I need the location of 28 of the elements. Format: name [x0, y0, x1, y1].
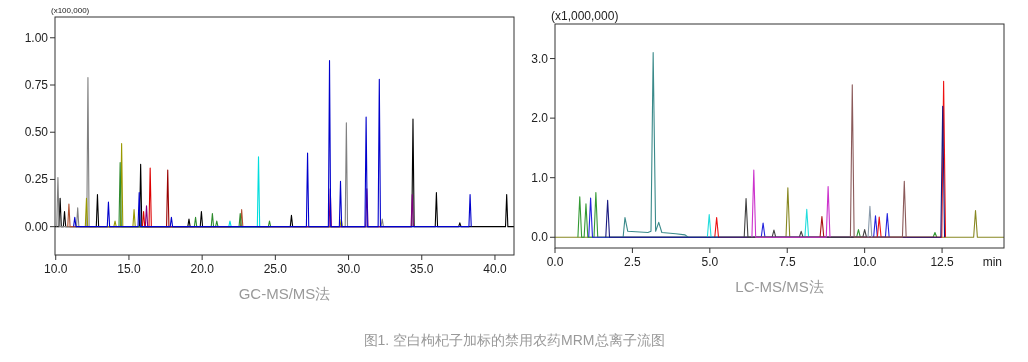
- text: min: [982, 255, 1002, 269]
- y-tick-label: 3.0: [531, 51, 549, 66]
- y-axis-title: (x1,000,000): [551, 9, 619, 23]
- y-tick-label: 1.00: [24, 30, 49, 45]
- y-tick-label: 0.75: [24, 78, 49, 92]
- y-tick-label: 0.00: [24, 219, 49, 234]
- y-tick-label: 0.0: [531, 230, 549, 245]
- x-tick-label: 30.0: [336, 262, 361, 276]
- y-tick-label: 1.0: [531, 170, 549, 185]
- y-tick-label: 0.50: [24, 125, 49, 140]
- x-tick-label: 12.5: [930, 255, 955, 269]
- x-axis-title: LC-MS/MS法: [735, 278, 824, 295]
- y-axis-title: (x100,000): [51, 6, 90, 15]
- x-axis-title: GC-MS/MS法: [238, 285, 331, 302]
- x-tick-label: 25.0: [263, 262, 288, 276]
- x-tick-label: 15.0: [117, 262, 141, 276]
- x-tick-label: 2.5: [624, 255, 642, 269]
- x-tick-label: 0.0: [546, 255, 564, 269]
- y-tick-label: 2.0: [531, 111, 549, 126]
- caption: 图1. 空白枸杞子加标的禁用农药MRM总离子流图: [363, 332, 665, 348]
- x-tick-label: 35.0: [410, 262, 434, 276]
- x-tick-label: 10.0: [852, 255, 877, 269]
- x-tick-label: 5.0: [701, 255, 719, 269]
- x-tick-label: 40.0: [483, 262, 507, 276]
- x-tick-label: 7.5: [778, 255, 796, 269]
- x-tick-label: 10.0: [44, 262, 68, 276]
- y-tick-label: 0.25: [24, 172, 49, 187]
- x-tick-label: 20.0: [190, 262, 215, 276]
